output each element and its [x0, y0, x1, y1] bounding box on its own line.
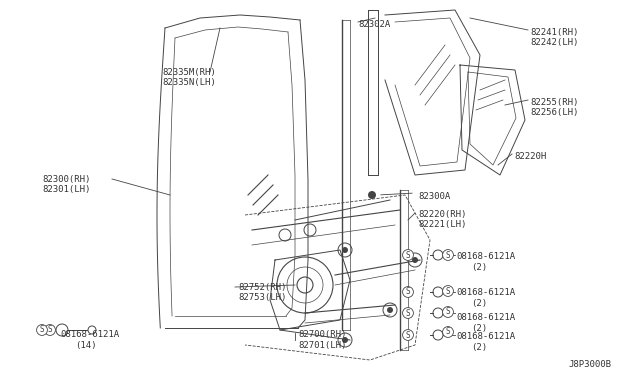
Text: J8P3000B: J8P3000B: [568, 360, 611, 369]
Circle shape: [368, 191, 376, 199]
Text: 82221(LH): 82221(LH): [418, 220, 467, 229]
Text: 82220(RH): 82220(RH): [418, 210, 467, 219]
Text: S: S: [40, 326, 44, 334]
Text: 08168-6121A: 08168-6121A: [456, 288, 515, 297]
Text: S: S: [406, 288, 410, 296]
Text: S: S: [445, 327, 451, 337]
Circle shape: [387, 307, 393, 313]
Text: S: S: [445, 286, 451, 295]
Text: (2): (2): [471, 343, 487, 352]
Text: S: S: [406, 330, 410, 340]
Text: 82302A: 82302A: [358, 20, 390, 29]
Text: 82335N(LH): 82335N(LH): [162, 78, 216, 87]
Text: S: S: [48, 326, 52, 334]
Text: 08168-6121A: 08168-6121A: [456, 252, 515, 261]
Text: S: S: [406, 308, 410, 317]
Text: S: S: [445, 308, 451, 317]
Text: 82753(LH): 82753(LH): [238, 293, 286, 302]
Text: S: S: [406, 250, 410, 260]
Text: 82300A: 82300A: [418, 192, 451, 201]
Text: 82701(LH): 82701(LH): [298, 341, 346, 350]
Text: 82752(RH): 82752(RH): [238, 283, 286, 292]
Text: 82220H: 82220H: [514, 152, 547, 161]
Text: 08168-6121A: 08168-6121A: [456, 332, 515, 341]
Text: (14): (14): [75, 341, 97, 350]
Text: S: S: [445, 250, 451, 260]
Text: 82241(RH): 82241(RH): [530, 28, 579, 37]
Text: 82300(RH): 82300(RH): [42, 175, 90, 184]
Circle shape: [342, 337, 348, 343]
Text: 82242(LH): 82242(LH): [530, 38, 579, 47]
Text: 82700(RH): 82700(RH): [298, 330, 346, 339]
Text: 82255(RH): 82255(RH): [530, 98, 579, 107]
Text: (2): (2): [471, 324, 487, 333]
Text: 08168-6121A: 08168-6121A: [60, 330, 119, 339]
Circle shape: [412, 257, 418, 263]
Text: 82256(LH): 82256(LH): [530, 108, 579, 117]
Text: 82301(LH): 82301(LH): [42, 185, 90, 194]
Circle shape: [342, 247, 348, 253]
Text: 82335M(RH): 82335M(RH): [162, 68, 216, 77]
Text: 08168-6121A: 08168-6121A: [456, 313, 515, 322]
Text: (2): (2): [471, 263, 487, 272]
Text: (2): (2): [471, 299, 487, 308]
